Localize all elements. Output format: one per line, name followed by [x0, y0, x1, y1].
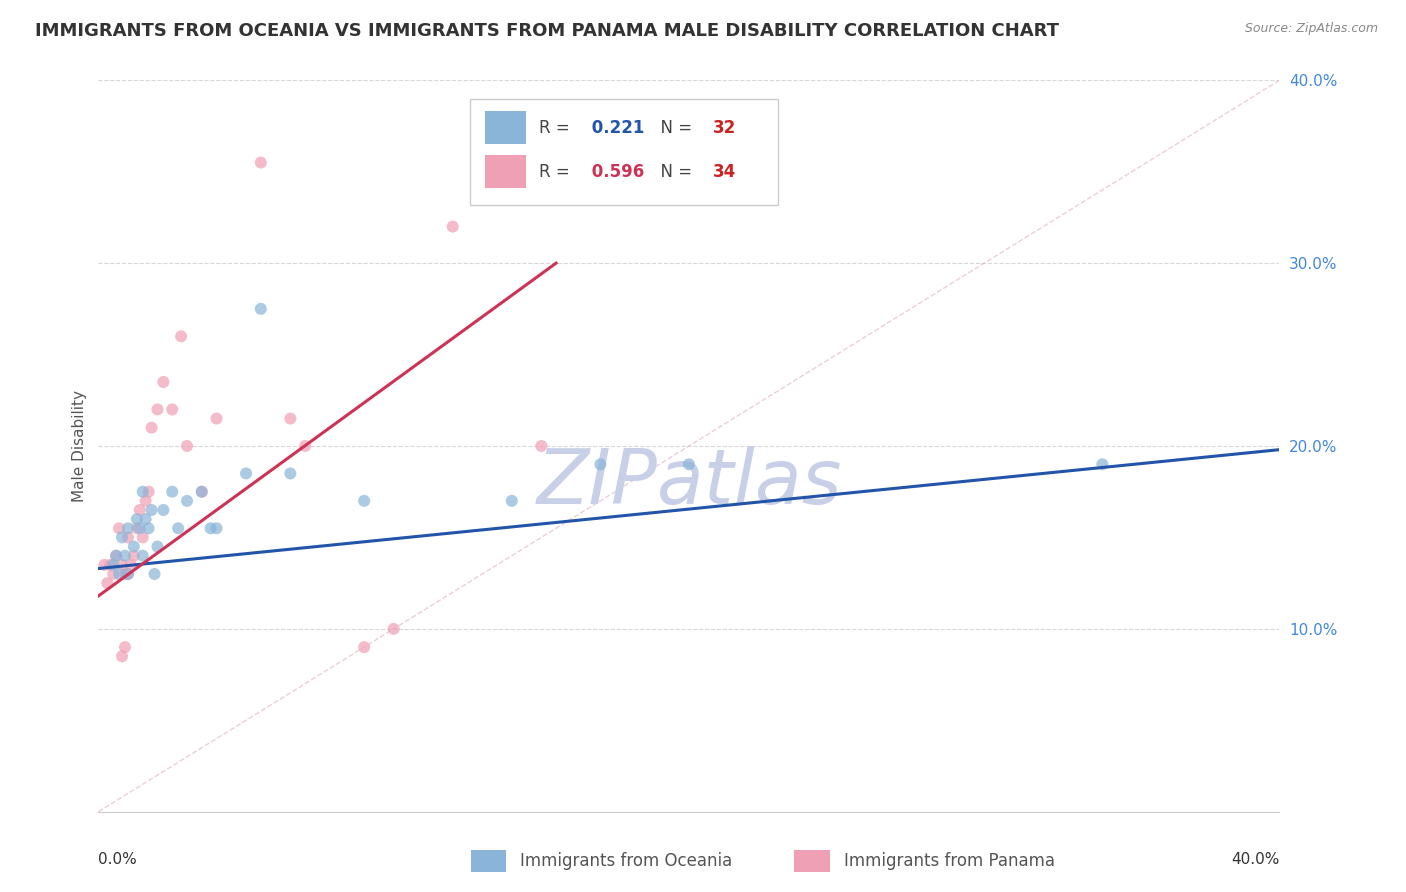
Point: [205, 521, 228, 535]
Point: [162, 402, 183, 417]
Point: [530, 439, 553, 453]
Point: [205, 411, 228, 425]
Text: Immigrants from Panama: Immigrants from Panama: [844, 852, 1054, 870]
Point: [191, 484, 214, 499]
Point: [117, 567, 139, 582]
Point: [280, 467, 302, 481]
Text: R =: R =: [538, 119, 575, 136]
Point: [103, 558, 125, 572]
Bar: [485, 112, 526, 145]
Point: [128, 503, 150, 517]
Point: [135, 494, 157, 508]
Point: [678, 457, 700, 471]
Point: [105, 549, 128, 563]
Point: [589, 457, 612, 471]
Point: [235, 467, 257, 481]
Point: [294, 439, 316, 453]
Point: [353, 494, 375, 508]
Point: [120, 558, 142, 572]
Point: [250, 155, 273, 169]
Point: [103, 567, 125, 582]
Point: [382, 622, 405, 636]
Point: [152, 503, 174, 517]
Point: [250, 301, 273, 316]
Point: [114, 549, 136, 563]
Point: [167, 521, 190, 535]
Text: 34: 34: [713, 162, 735, 181]
Point: [108, 521, 131, 535]
Point: [125, 512, 148, 526]
Point: [117, 521, 139, 535]
Point: [501, 494, 523, 508]
Text: R =: R =: [538, 162, 575, 181]
Point: [162, 484, 183, 499]
Point: [441, 219, 464, 234]
Point: [138, 484, 160, 499]
Point: [1091, 457, 1114, 471]
Bar: [485, 155, 526, 188]
Point: [122, 549, 145, 563]
Point: [132, 549, 155, 563]
Text: N =: N =: [650, 119, 697, 136]
Point: [280, 411, 302, 425]
Text: 0.596: 0.596: [586, 162, 644, 181]
Point: [128, 521, 150, 535]
Point: [176, 439, 198, 453]
Point: [152, 375, 174, 389]
Text: Source: ZipAtlas.com: Source: ZipAtlas.com: [1244, 22, 1378, 36]
Point: [146, 540, 169, 554]
Point: [93, 558, 115, 572]
Point: [96, 576, 118, 591]
Point: [132, 484, 155, 499]
Point: [132, 530, 155, 544]
FancyBboxPatch shape: [471, 99, 778, 204]
Point: [170, 329, 193, 343]
Point: [114, 567, 136, 582]
Text: 32: 32: [713, 119, 735, 136]
Text: 40.0%: 40.0%: [1232, 852, 1279, 867]
Point: [135, 512, 157, 526]
Text: 0.0%: 0.0%: [98, 852, 138, 867]
Point: [111, 558, 134, 572]
Y-axis label: Male Disability: Male Disability: [72, 390, 87, 502]
Text: Immigrants from Oceania: Immigrants from Oceania: [520, 852, 733, 870]
Point: [114, 640, 136, 655]
Point: [111, 649, 134, 664]
Point: [105, 549, 128, 563]
Point: [108, 567, 131, 582]
Point: [98, 558, 121, 572]
Point: [141, 503, 163, 517]
Text: N =: N =: [650, 162, 697, 181]
Text: 0.221: 0.221: [586, 119, 644, 136]
Point: [125, 521, 148, 535]
Point: [111, 530, 134, 544]
Point: [200, 521, 222, 535]
Point: [176, 494, 198, 508]
Point: [191, 484, 214, 499]
Point: [353, 640, 375, 655]
Point: [138, 521, 160, 535]
Point: [117, 530, 139, 544]
Text: IMMIGRANTS FROM OCEANIA VS IMMIGRANTS FROM PANAMA MALE DISABILITY CORRELATION CH: IMMIGRANTS FROM OCEANIA VS IMMIGRANTS FR…: [35, 22, 1059, 40]
Point: [141, 421, 163, 435]
Point: [122, 540, 145, 554]
Text: ZIPatlas: ZIPatlas: [536, 446, 842, 519]
Point: [146, 402, 169, 417]
Point: [143, 567, 166, 582]
Point: [117, 567, 139, 582]
